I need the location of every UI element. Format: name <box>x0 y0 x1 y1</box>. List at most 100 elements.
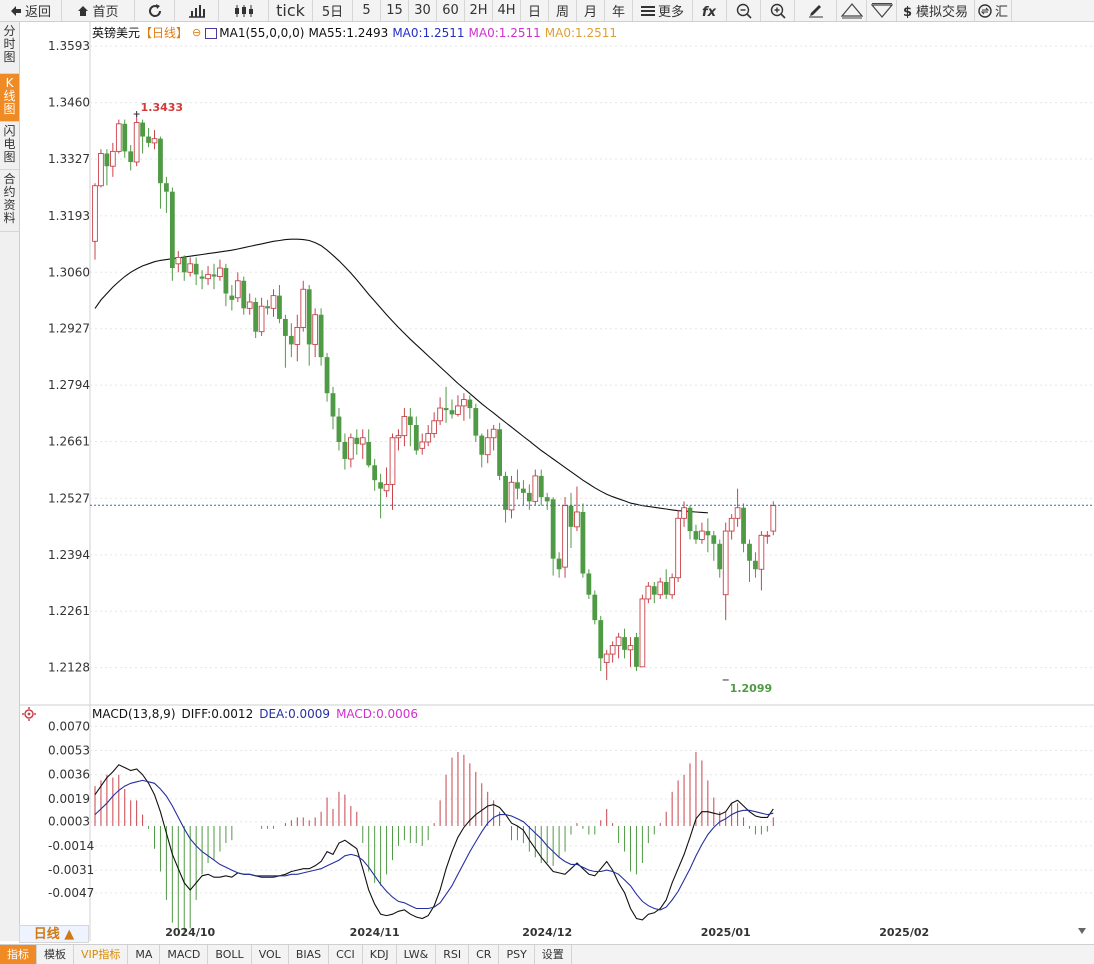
candle <box>288 323 294 358</box>
zoom-out-icon <box>736 3 752 19</box>
indicator-tab-kdj[interactable]: KDJ <box>363 945 397 964</box>
indicator-tab-rsi[interactable]: RSI <box>436 945 470 964</box>
candle <box>603 649 610 680</box>
macd-tick-label: -0.0014 <box>48 839 94 853</box>
toolbar-item-zoom-in-icon[interactable] <box>761 0 795 21</box>
price-tick-label: 1.2128 <box>48 661 90 675</box>
candle <box>515 469 520 500</box>
symbol-name: 英镑美元 <box>92 26 141 40</box>
candle <box>538 469 544 506</box>
candle <box>146 128 151 148</box>
toolbar-item-label-6[interactable]: 5日 <box>313 0 353 21</box>
candle <box>747 539 752 582</box>
candle <box>300 280 307 332</box>
toolbar-item-triangle-down-icon[interactable] <box>867 0 897 21</box>
scroll-down-icon[interactable] <box>1078 928 1086 934</box>
candle <box>663 569 669 599</box>
candle <box>122 119 128 158</box>
candle <box>413 416 419 455</box>
indicator-tab-vol[interactable]: VOL <box>252 945 289 964</box>
toolbar-item-label-25[interactable]: 汇 <box>975 0 1012 21</box>
candle <box>277 285 282 324</box>
toolbar-item-label-24[interactable]: $ 模拟交易 <box>897 0 975 21</box>
toolbar-item-label-11[interactable]: 2H <box>465 0 493 21</box>
indicator-tab-[interactable]: 设置 <box>535 945 572 964</box>
candle <box>479 433 485 468</box>
candle <box>508 475 515 519</box>
chart-type-icon[interactable] <box>205 28 218 39</box>
toolbar-item-label-16[interactable]: 年 <box>605 0 633 21</box>
candle <box>687 505 693 540</box>
candle <box>359 429 366 459</box>
fx-icon: fx <box>701 4 719 18</box>
indicator-tab-psy[interactable]: PSY <box>499 945 535 964</box>
candle <box>586 569 592 599</box>
toolbar-item-label-5[interactable]: tick <box>269 0 313 21</box>
macd-tick-label: -0.0031 <box>48 863 94 877</box>
toolbar-item-label-17[interactable]: 更多 <box>633 0 693 21</box>
price-tick-label: 1.3327 <box>48 152 90 166</box>
toolbar-item-label-10[interactable]: 60 <box>437 0 465 21</box>
macd-tick-label: 0.0003 <box>48 815 90 829</box>
candle <box>651 581 657 604</box>
candle <box>407 408 413 447</box>
toolbar-item-label-0[interactable]: 返回 <box>0 0 62 21</box>
sidebar-tab-3[interactable]: 合约资料 <box>0 170 19 232</box>
indicator-tab-[interactable]: 指标 <box>0 945 37 964</box>
toolbar-item-label-12[interactable]: 4H <box>493 0 521 21</box>
candle <box>645 581 652 604</box>
toolbar-item-label-15[interactable]: 月 <box>577 0 605 21</box>
svg-text:$: $ <box>903 5 912 18</box>
toolbar-label: 模拟交易 <box>916 5 969 20</box>
settings-gear-icon[interactable] <box>22 707 36 721</box>
price-tick-label: 1.3593 <box>48 39 90 53</box>
indicator-tab-cr[interactable]: CR <box>469 945 500 964</box>
period-selector[interactable]: 日线 ▲ <box>19 925 89 943</box>
toolbar-item-label-14[interactable]: 周 <box>549 0 577 21</box>
toolbar-item-draw-pen-icon[interactable] <box>795 0 837 21</box>
indicator-tab-cci[interactable]: CCI <box>329 945 363 964</box>
sidebar-tab-0[interactable]: 分时图 <box>0 22 19 74</box>
toolbar-item-label-9[interactable]: 30 <box>409 0 437 21</box>
svg-text:fx: fx <box>702 5 717 18</box>
macd-tick-label: 0.0036 <box>48 768 90 782</box>
indicator-tab-ma[interactable]: MA <box>128 945 161 964</box>
candle <box>431 412 438 438</box>
candle <box>521 480 526 506</box>
indicator-tab-[interactable]: 模板 <box>37 945 74 964</box>
candle <box>354 429 360 455</box>
date-tick-label: 2025/01 <box>701 926 751 939</box>
toolbar-item-refresh-icon[interactable] <box>135 0 175 21</box>
settings-icon[interactable]: ⊖ <box>192 26 202 39</box>
indicator-tab-bias[interactable]: BIAS <box>289 945 330 964</box>
candle <box>395 429 402 451</box>
candle <box>306 285 312 366</box>
sidebar-tab-1[interactable]: K线图 <box>0 74 19 122</box>
indicator-tab-lw[interactable]: LW& <box>397 945 437 964</box>
high-label: 1.3433 <box>141 101 183 114</box>
toolbar-item-label-1[interactable]: 首页 <box>62 0 135 21</box>
indicator-tab-macd[interactable]: MACD <box>160 945 209 964</box>
diff-line <box>94 764 774 921</box>
candle <box>592 590 598 625</box>
indicator-tab-vip[interactable]: VIP指标 <box>74 945 129 964</box>
toolbar-item-label-7[interactable]: 5 <box>353 0 381 21</box>
draw-pen-icon <box>808 4 824 18</box>
candle <box>484 429 491 464</box>
toolbar-item-triangle-up-icon[interactable] <box>837 0 867 21</box>
indicator-tab-boll[interactable]: BOLL <box>208 945 252 964</box>
refresh-icon <box>147 3 163 19</box>
toolbar-item-bar-chart-icon[interactable] <box>175 0 219 21</box>
toolbar-item-zoom-out-icon[interactable] <box>727 0 761 21</box>
menu-icon <box>640 5 655 17</box>
toolbar-item-fx-icon[interactable]: fx <box>693 0 727 21</box>
triangle-down-icon <box>870 2 893 19</box>
toolbar-item-label-8[interactable]: 15 <box>381 0 409 21</box>
toolbar-label: 月 <box>583 5 597 20</box>
candle <box>401 408 408 447</box>
price-tick-label: 1.3460 <box>48 96 90 110</box>
toolbar-item-label-13[interactable]: 日 <box>521 0 549 21</box>
sidebar-tab-2[interactable]: 闪电图 <box>0 122 19 170</box>
toolbar-item-candlestick-icon[interactable] <box>219 0 269 21</box>
